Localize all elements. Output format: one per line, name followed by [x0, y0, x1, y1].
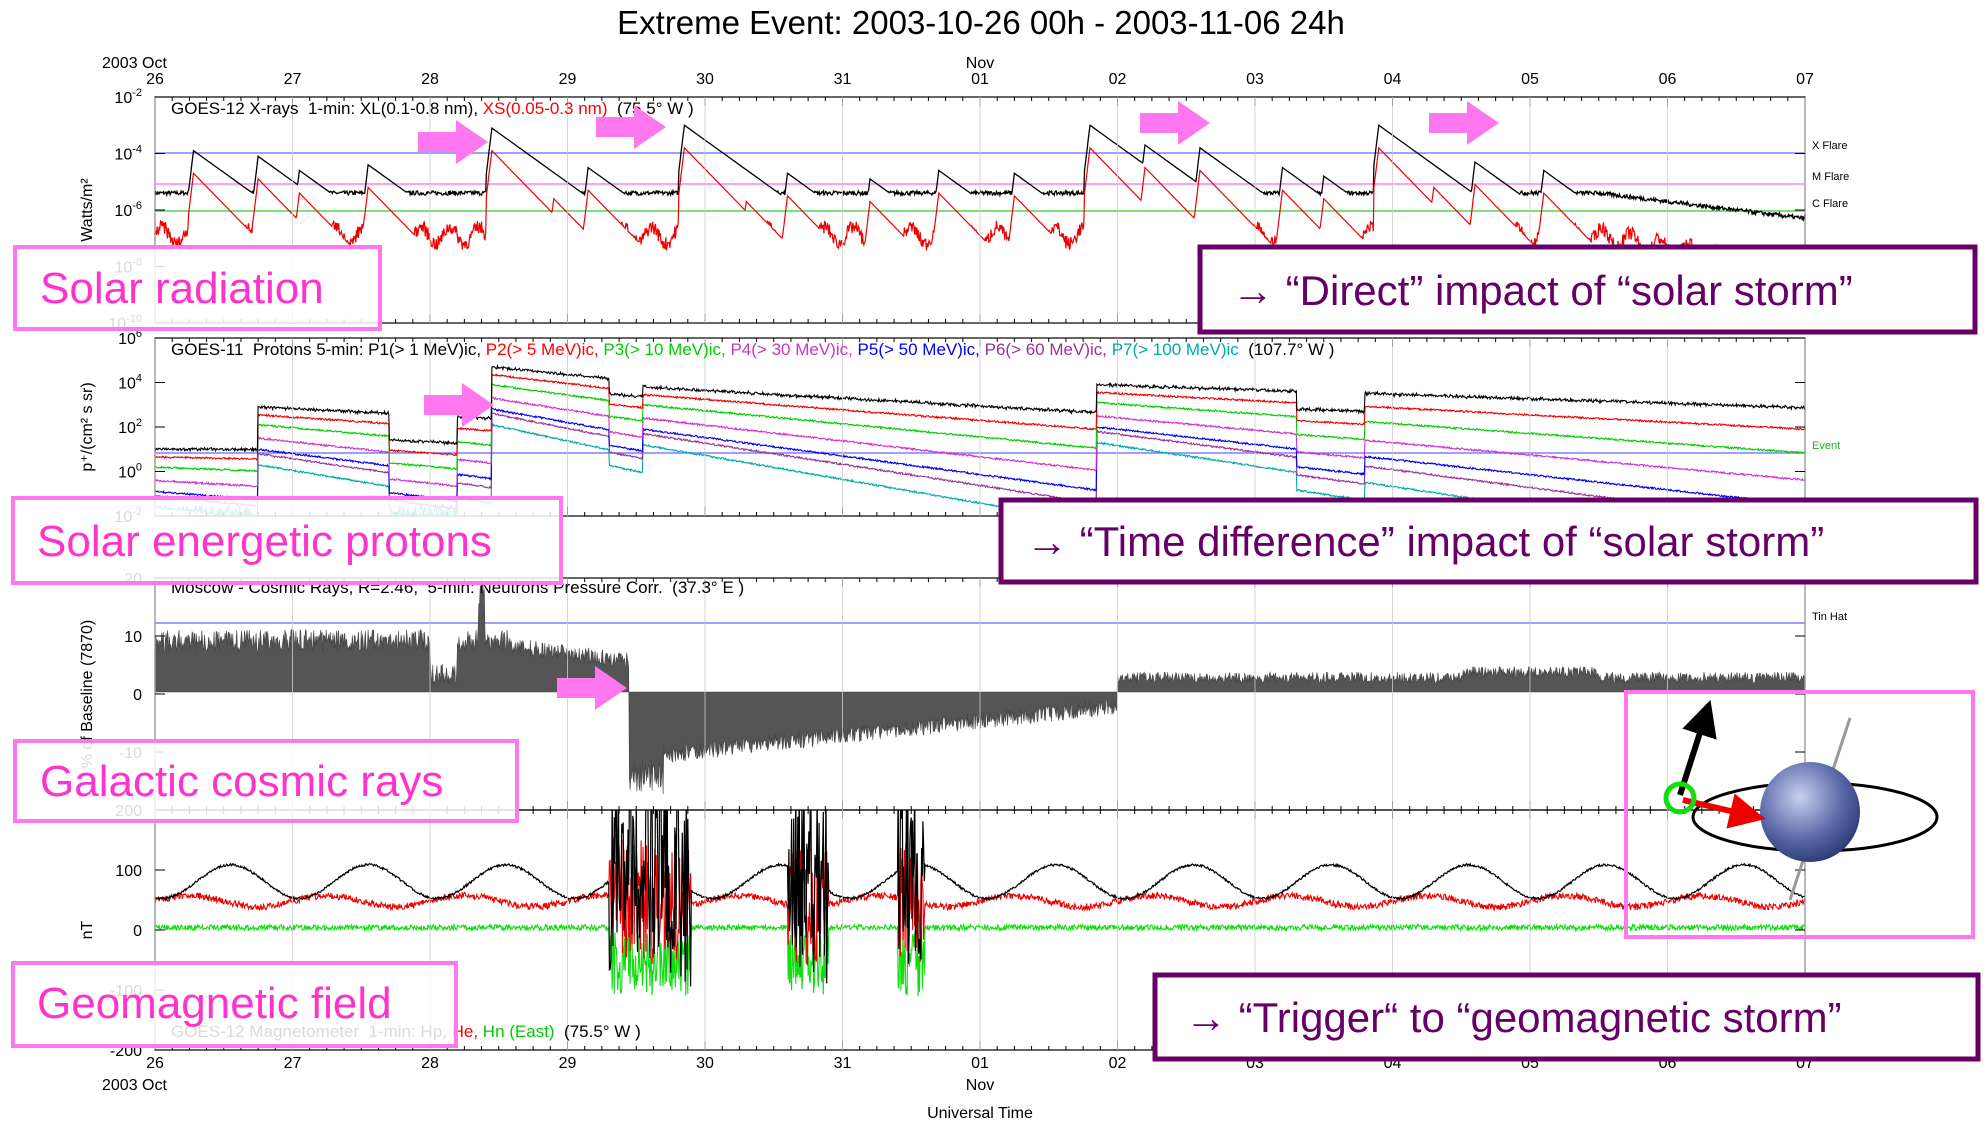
month-label: Nov	[966, 1077, 994, 1094]
y-tick-base: 10	[118, 420, 136, 437]
y-tick-label: 100	[115, 863, 142, 880]
x-tick-label: 01	[971, 1055, 989, 1072]
panel-title-part: Hn (East)	[483, 1022, 555, 1041]
reference-label: C Flare	[1812, 198, 1848, 210]
x-tick-label: 31	[834, 71, 852, 88]
annotation-text: Solar energetic protons	[37, 517, 492, 566]
y-tick-base: 10	[118, 376, 136, 393]
panel-title: GOES-12 X-rays 1-min: XL(0.1-0.8 nm), XS…	[171, 99, 694, 118]
x-tick-label: 03	[1246, 71, 1264, 88]
panel-title: GOES-11 Protons 5-min: P1(> 1 MeV)ic, P2…	[171, 340, 1334, 359]
annotation-text: Solar radiation	[40, 264, 324, 313]
y-tick-exp: -4	[132, 144, 142, 156]
right-annotation-box	[1152, 972, 1981, 1062]
reference-label: Event	[1812, 440, 1840, 452]
month-label: Nov	[966, 55, 994, 72]
panel-title-part: P2(> 5 MeV)ic,	[486, 340, 604, 359]
panel-title-part: (107.7° W )	[1239, 340, 1335, 359]
reference-label: X Flare	[1812, 140, 1847, 152]
y-axis-title: % of Baseline (7870)	[79, 620, 96, 769]
left-annotation-box	[11, 961, 458, 1048]
panel-title-part: P5(> 50 MeV)ic,	[858, 340, 985, 359]
y-tick-base: 10	[118, 331, 136, 348]
y-tick-label: 10	[124, 629, 142, 646]
reference-label: M Flare	[1812, 171, 1849, 183]
panel-title-part: P4(> 30 MeV)ic,	[730, 340, 857, 359]
y-tick-label: 104	[118, 373, 142, 393]
y-axis-title: p⁺/(cm² s sr)	[79, 382, 96, 471]
annotation-text: → “Time difference” impact of “solar sto…	[1026, 518, 1824, 565]
left-annotation-box	[13, 739, 519, 823]
x-tick-label: 27	[284, 71, 302, 88]
x-tick-label: 26	[146, 1055, 164, 1072]
x-tick-label: 05	[1521, 71, 1539, 88]
y-tick-label: 100	[118, 462, 142, 482]
panel-title-part: (75.5° W )	[555, 1022, 641, 1041]
x-tick-label: 29	[559, 71, 577, 88]
y-axis-title: nT	[79, 920, 96, 939]
x-axis-title: Universal Time	[927, 1105, 1033, 1122]
x-tick-label: 28	[421, 1055, 439, 1072]
panel-title-part: XS(0.05-0.3 nm)	[483, 99, 608, 118]
x-tick-label: 28	[421, 71, 439, 88]
x-tick-label: 07	[1796, 71, 1814, 88]
panel-title-part: GOES-11 Protons 5-min: P1(> 1 MeV)ic,	[171, 340, 486, 359]
x-tick-label: 30	[696, 71, 714, 88]
y-tick-base: 10	[114, 90, 132, 107]
annotation-text: Galactic cosmic rays	[40, 757, 443, 806]
panel-title-part: (75.5° W )	[608, 99, 694, 118]
x-tick-label: 26	[146, 71, 164, 88]
month-label: 2003 Oct	[102, 1077, 167, 1094]
y-tick-exp: 6	[136, 328, 142, 340]
panel-title-part: P6(> 60 MeV)ic,	[985, 340, 1112, 359]
x-tick-label: 02	[1109, 1055, 1127, 1072]
y-tick-base: 10	[118, 465, 136, 482]
earth-diagram	[1624, 690, 1975, 939]
annotation-text: → “Direct” impact of “solar storm”	[1232, 267, 1853, 314]
y-tick-label: 10-6	[114, 200, 142, 220]
y-axis-title: Watts/m²	[79, 178, 96, 242]
x-tick-label: 04	[1384, 71, 1402, 88]
x-tick-label: 31	[834, 1055, 852, 1072]
y-tick-exp: 2	[136, 417, 142, 429]
x-tick-label: 06	[1659, 71, 1677, 88]
y-tick-exp: -2	[132, 87, 142, 99]
y-tick-exp: 0	[136, 462, 142, 474]
chart-title: Extreme Event: 2003-10-26 00h - 2003-11-…	[617, 4, 1345, 41]
x-tick-label: 01	[971, 71, 989, 88]
y-tick-label: 10-2	[114, 87, 142, 107]
x-tick-label: 27	[284, 1055, 302, 1072]
y-tick-base: 10	[114, 203, 132, 220]
panel-title-part: P7(> 100 MeV)ic	[1112, 340, 1240, 359]
highlight-arrows	[418, 101, 1499, 710]
panel-title-part: P3(> 10 MeV)ic,	[603, 340, 730, 359]
y-tick-exp: -6	[132, 200, 142, 212]
x-tick-label: 30	[696, 1055, 714, 1072]
x-tick-label: 29	[559, 1055, 577, 1072]
panel-title-part: GOES-12 X-rays 1-min: XL(0.1-0.8 nm),	[171, 99, 483, 118]
y-tick-label: 102	[118, 417, 142, 437]
x-tick-label: 02	[1109, 71, 1127, 88]
y-tick-label: 0	[133, 923, 142, 940]
y-tick-label: 106	[118, 328, 142, 348]
y-tick-exp: 4	[136, 373, 142, 385]
left-annotation-box	[13, 245, 382, 331]
y-tick-base: 10	[114, 147, 132, 164]
right-annotation-box	[998, 497, 1979, 585]
annotation-text: Geomagnetic field	[37, 979, 392, 1028]
right-annotation-box	[1197, 244, 1978, 335]
annotation-text: → “Trigger“ to “geomagnetic storm”	[1185, 994, 1842, 1041]
y-tick-label: 10-4	[114, 144, 142, 164]
month-label: 2003 Oct	[102, 55, 167, 72]
y-tick-label: 0	[133, 687, 142, 704]
left-annotation-box	[11, 496, 563, 585]
panel-title-part: He,	[452, 1022, 483, 1041]
annotation-boxes: Solar radiation Solar energetic protons …	[11, 244, 1981, 1062]
reference-label: Tin Hat	[1812, 611, 1847, 623]
